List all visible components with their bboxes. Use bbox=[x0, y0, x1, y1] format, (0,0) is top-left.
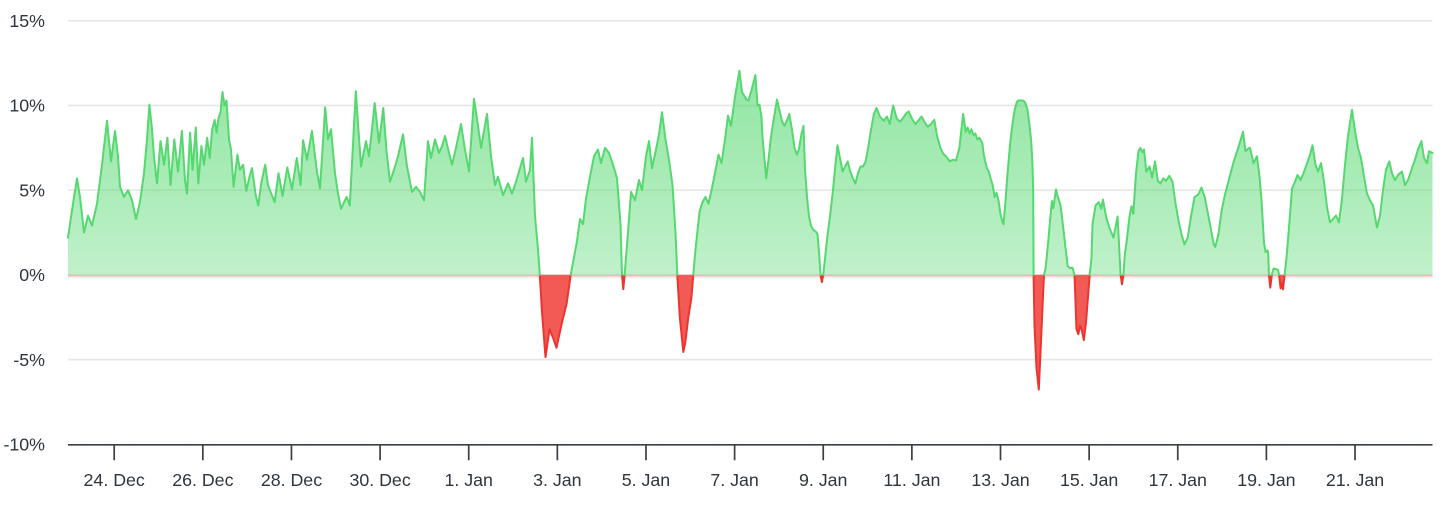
svg-text:5. Jan: 5. Jan bbox=[622, 470, 670, 490]
svg-text:26. Dec: 26. Dec bbox=[172, 470, 233, 490]
svg-text:10%: 10% bbox=[9, 96, 45, 116]
svg-text:17. Jan: 17. Jan bbox=[1149, 470, 1207, 490]
svg-text:5%: 5% bbox=[19, 180, 45, 200]
svg-text:0%: 0% bbox=[19, 265, 45, 285]
svg-text:-5%: -5% bbox=[13, 350, 45, 370]
svg-text:30. Dec: 30. Dec bbox=[349, 470, 410, 490]
svg-text:28. Dec: 28. Dec bbox=[261, 470, 322, 490]
svg-text:13. Jan: 13. Jan bbox=[971, 470, 1029, 490]
svg-text:21. Jan: 21. Jan bbox=[1326, 470, 1384, 490]
svg-text:1. Jan: 1. Jan bbox=[444, 470, 492, 490]
svg-text:9. Jan: 9. Jan bbox=[799, 470, 847, 490]
svg-text:11. Jan: 11. Jan bbox=[883, 470, 940, 490]
svg-text:15. Jan: 15. Jan bbox=[1060, 470, 1118, 490]
svg-text:-10%: -10% bbox=[3, 435, 45, 455]
svg-text:7. Jan: 7. Jan bbox=[710, 470, 758, 490]
svg-text:24. Dec: 24. Dec bbox=[84, 470, 145, 490]
svg-text:3. Jan: 3. Jan bbox=[533, 470, 581, 490]
svg-text:15%: 15% bbox=[9, 11, 45, 31]
svg-text:19. Jan: 19. Jan bbox=[1237, 470, 1295, 490]
